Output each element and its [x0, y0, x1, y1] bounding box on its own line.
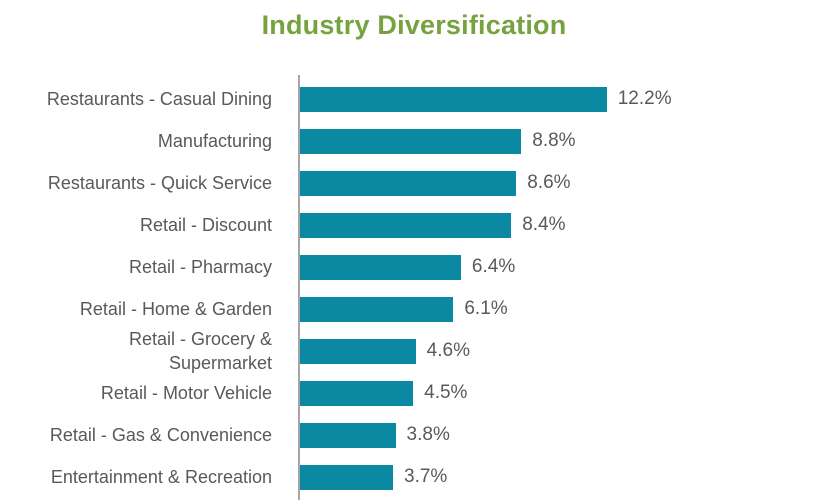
category-label: Entertainment & Recreation — [50, 466, 272, 487]
chart-row: Restaurants - Casual Dining 12.2% — [0, 78, 828, 120]
bar — [300, 296, 454, 322]
value-label: 8.8% — [532, 130, 576, 151]
bar — [300, 338, 416, 364]
bar — [300, 86, 607, 112]
bar-track: 4.5% — [300, 372, 828, 414]
bar-track: 4.6% — [300, 330, 828, 372]
bar-track: 3.8% — [300, 414, 828, 456]
category-label: Retail - Pharmacy — [128, 256, 272, 277]
bar-track: 8.6% — [300, 162, 828, 204]
bar — [300, 212, 512, 238]
bar-track: 6.4% — [300, 246, 828, 288]
bar — [300, 254, 461, 280]
value-label: 3.8% — [406, 424, 450, 445]
bar-track: 12.2% — [300, 78, 828, 120]
bar-track: 8.8% — [300, 120, 828, 162]
chart-row: Retail - Motor Vehicle 4.5% — [0, 372, 828, 414]
category-label: Restaurants - Casual Dining — [46, 88, 272, 109]
value-label: 3.7% — [404, 466, 448, 487]
value-label: 8.4% — [522, 214, 566, 235]
chart-plot-area: Restaurants - Casual Dining 12.2% Manufact… — [0, 75, 828, 500]
value-label: 4.6% — [426, 340, 470, 361]
bar — [300, 422, 396, 448]
y-axis-line — [298, 75, 300, 500]
bar-track: 6.1% — [300, 288, 828, 330]
category-label: Retail - Gas & Convenience — [49, 424, 272, 445]
chart-row: Manufacturing 8.8% — [0, 120, 828, 162]
bar-rows: Restaurants - Casual Dining 12.2% Manufact… — [0, 75, 828, 498]
chart-row: Retail - Gas & Convenience 3.8% — [0, 414, 828, 456]
bar — [300, 128, 522, 154]
value-label: 4.5% — [424, 382, 468, 403]
value-label: 6.1% — [464, 298, 508, 319]
bar — [300, 380, 414, 406]
chart-row: Restaurants - Quick Service 8.6% — [0, 162, 828, 204]
category-label: Retail - Motor Vehicle — [100, 382, 272, 403]
value-label: 8.6% — [527, 172, 571, 193]
category-label: Retail - Grocery & Supermarket — [128, 328, 272, 373]
bar — [300, 464, 394, 490]
category-label: Manufacturing — [157, 130, 272, 151]
value-label: 12.2% — [617, 88, 672, 109]
chart-row: Retail - Grocery & Supermarket 4.6% — [0, 329, 828, 373]
bar — [300, 170, 517, 196]
bar-track: 3.7% — [300, 456, 828, 498]
bar-track: 8.4% — [300, 204, 828, 246]
value-label: 6.4% — [471, 256, 516, 277]
chart-title: Industry Diversification — [261, 10, 567, 40]
category-label: Retail - Discount — [139, 214, 272, 235]
category-label: Retail - Home & Garden — [79, 298, 272, 319]
chart-row: Retail - Pharmacy 6.4% — [0, 246, 828, 288]
chart-row: Entertainment & Recreation 3.7% — [0, 456, 828, 498]
chart-row: Retail - Discount 8.4% — [0, 204, 828, 246]
category-label: Restaurants - Quick Service — [47, 172, 272, 193]
chart-row: Retail - Home & Garden 6.1% — [0, 288, 828, 330]
